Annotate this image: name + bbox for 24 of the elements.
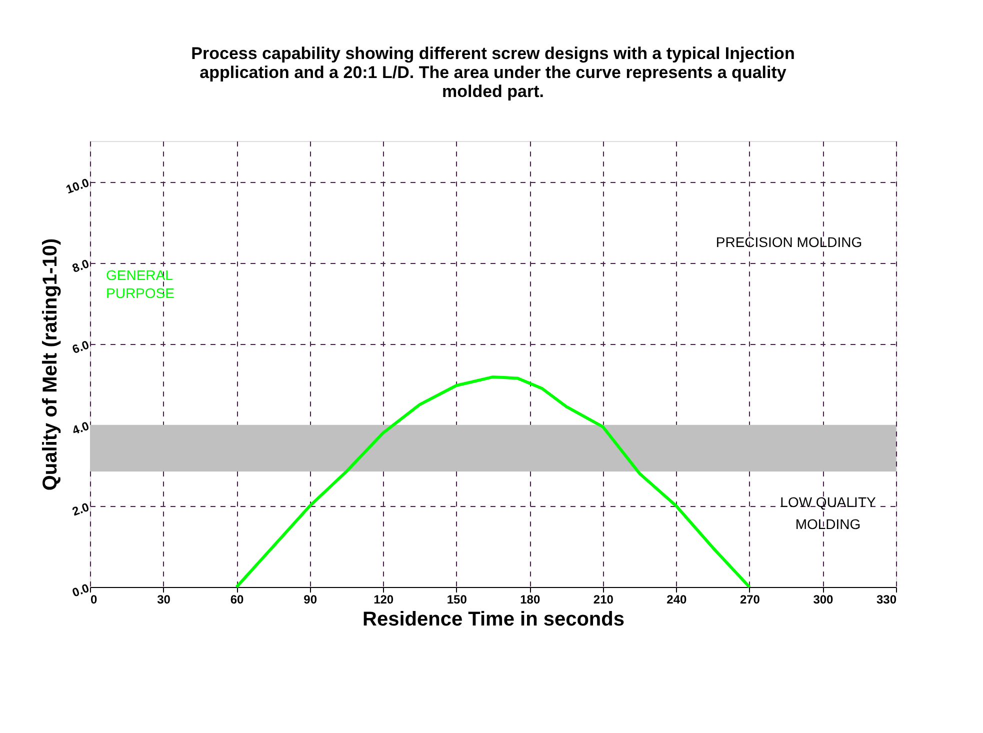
x-tick-label: 330	[876, 592, 897, 606]
y-tick-label: 4.0	[70, 418, 92, 438]
x-tick-label: 90	[304, 592, 318, 606]
y-axis-title: Quality of Melt (rating1-10)	[40, 238, 62, 491]
text: GENERAL PURPOSE	[106, 267, 174, 301]
x-tick-label: 300	[813, 592, 834, 606]
x-tick-label: 30	[157, 592, 171, 606]
x-tick-label: 270	[740, 592, 760, 606]
y-tick-label: 2.0	[70, 500, 92, 519]
annotation: LOW QUALITY MOLDING	[780, 494, 876, 532]
y-tick-label: 8.0	[70, 256, 92, 276]
y-tick-label: 10.0	[64, 175, 92, 197]
x-tick-label: 180	[520, 592, 540, 606]
x-tick-label: 240	[666, 592, 688, 606]
x-tick-label: 60	[230, 592, 244, 606]
x-tick-label: 150	[446, 592, 468, 606]
y-tick-label: 0.0	[70, 580, 92, 600]
x-tick-label: 120	[374, 592, 394, 606]
annotation: PRECISION MOLDING	[716, 234, 862, 250]
x-tick-label: 0	[90, 592, 98, 606]
y-tick-label: 6.0	[70, 338, 92, 357]
x-axis-title: Residence Time in seconds	[362, 608, 624, 630]
chart-title: Process capability showing different screw designs with a typical Injection application and a 20:1 L/D. The area under the curve represents a quality molded part.	[191, 44, 795, 101]
x-tick-label: 210	[593, 592, 614, 606]
